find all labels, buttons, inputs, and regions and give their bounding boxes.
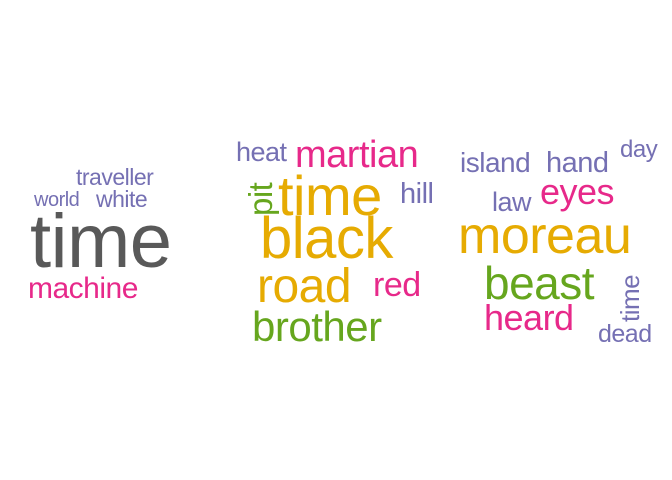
word: time	[278, 164, 382, 227]
word: eyes	[540, 171, 615, 212]
word: law	[492, 187, 532, 217]
word: machine	[28, 272, 138, 305]
word: red	[373, 266, 421, 304]
word: white	[96, 186, 148, 212]
word: day	[620, 136, 658, 163]
word: hand	[546, 147, 609, 179]
word: martian	[295, 134, 419, 176]
word: black	[260, 206, 393, 271]
word: beast	[484, 257, 595, 309]
word: traveller	[76, 164, 154, 190]
word: road	[257, 260, 352, 313]
word: moreau	[458, 207, 632, 265]
word: world	[34, 189, 80, 211]
word: heat	[236, 137, 287, 167]
word: hill	[400, 178, 434, 210]
word: heard	[484, 297, 574, 338]
word: island	[460, 147, 531, 178]
word: time	[615, 274, 645, 322]
word: brother	[252, 303, 382, 350]
word: time	[30, 199, 172, 284]
word: dead	[598, 320, 652, 348]
